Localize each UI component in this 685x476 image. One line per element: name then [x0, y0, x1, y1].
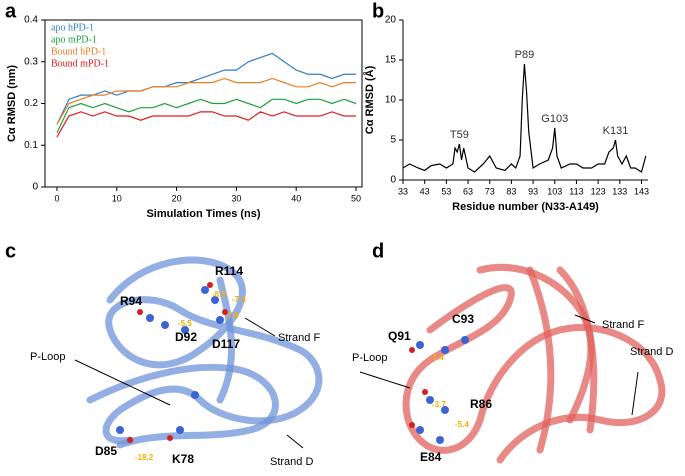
energy-label: -8.6 [212, 290, 226, 299]
structure-label: P-Loop [30, 351, 65, 363]
structure-label: P-Loop [352, 352, 387, 364]
residue-label: R86 [470, 397, 492, 411]
atoms [409, 347, 428, 428]
structure-label: Strand F [602, 319, 644, 331]
legend-entry: Bound mPD-1 [51, 58, 109, 69]
y-tick-label: 0 [32, 182, 38, 193]
structure-d: d C93 Q91 Strand F Strand D P-Loop R86 E… [352, 240, 673, 464]
x-tick-label: 30 [231, 193, 241, 203]
x-tick-label: 123 [591, 186, 606, 196]
residue-label: R94 [120, 294, 142, 308]
legend-entry: apo hPD-1 [51, 22, 94, 33]
structure-label: Strand F [278, 332, 320, 344]
residue-label: E84 [420, 450, 442, 464]
energy-label: -3.7 [432, 400, 446, 409]
energy-label: -1.4 [430, 353, 444, 362]
arrow [359, 371, 411, 389]
legend-entry: apo mPD-1 [51, 34, 97, 45]
arrow [574, 314, 596, 324]
x-tick-label: 63 [463, 186, 473, 196]
x-tick-label: 53 [441, 186, 451, 196]
x-tick-label: 103 [547, 186, 562, 196]
residue-label: R114 [215, 264, 243, 278]
residue-label: C93 [452, 312, 474, 326]
residue-label: Q91 [388, 329, 411, 343]
y-tick-label: 0.1 [24, 140, 38, 151]
x-tick-label: 0 [54, 193, 59, 203]
y-tick-label: 0 [390, 175, 396, 186]
x-tick-label: 113 [569, 186, 583, 196]
ribbon [86, 363, 279, 449]
arrow [631, 371, 639, 416]
atoms [116, 286, 224, 434]
energy-label: -5.5 [178, 319, 192, 328]
annotation: P89 [515, 49, 535, 61]
energy-label: -18.2 [135, 453, 154, 462]
x-tick-label: 133 [612, 186, 627, 196]
x-tick-label: 33 [398, 186, 408, 196]
structure-c: c R114 R94 D92 D117 Strand F P-Loop D85 … [5, 240, 323, 468]
arrow [286, 434, 304, 449]
residue-label: K78 [172, 452, 194, 466]
energy-label: -5.4 [455, 420, 469, 429]
x-tick-label: 73 [485, 186, 495, 196]
panel-label: d [372, 240, 384, 262]
y-tick-label: 5 [390, 135, 396, 146]
annotation: G103 [541, 113, 568, 125]
y-axis-label: Cα RMSD (Å) [363, 65, 376, 134]
y-tick-label: 0.3 [24, 56, 38, 67]
annotation: T59 [450, 129, 469, 141]
x-tick-label: 10 [112, 193, 122, 203]
structure-label: Strand D [630, 346, 673, 358]
data-line [56, 77, 357, 125]
x-tick-label: 83 [506, 186, 516, 196]
residue-label: D117 [212, 337, 240, 351]
annotation: K131 [603, 125, 629, 137]
x-tick-label: 20 [172, 193, 182, 203]
ribbon [216, 276, 236, 404]
energy-label: -7.4 [232, 295, 246, 304]
ribbon [526, 266, 598, 454]
y-axis-label: Cα RMSD (nm) [6, 65, 18, 142]
x-axis-label: Simulation Times (ns) [146, 208, 260, 220]
legend-entry: Bound hPD-1 [51, 46, 106, 57]
ribbon [402, 284, 666, 464]
atoms [416, 336, 469, 444]
energy-label: -7.8 [225, 311, 239, 320]
y-tick-label: 0.4 [24, 15, 38, 26]
arrow [244, 317, 276, 337]
structure-label: Strand D [270, 456, 313, 468]
x-axis-label: Residue number (N33-A149) [452, 201, 599, 213]
x-tick-label: 143 [634, 186, 649, 196]
ribbon [102, 256, 323, 445]
arrow [74, 359, 171, 406]
panel-label: b [372, 0, 384, 22]
data-line [402, 63, 647, 173]
x-tick-label: 93 [528, 186, 538, 196]
residue-label: D92 [175, 330, 197, 344]
x-tick-label: 43 [420, 186, 430, 196]
y-tick-label: 20 [385, 15, 397, 26]
data-line [56, 111, 357, 138]
residue-label: D85 [95, 444, 117, 458]
data-line [56, 98, 357, 133]
y-tick-label: 10 [385, 95, 397, 106]
x-tick-label: 40 [291, 193, 301, 203]
atoms [127, 282, 228, 443]
panel-label: a [5, 0, 17, 22]
y-tick-label: 0.2 [24, 98, 38, 109]
data-line [56, 52, 357, 125]
y-tick-label: 15 [385, 55, 397, 66]
panel-label: c [5, 240, 16, 262]
x-tick-label: 50 [351, 193, 361, 203]
